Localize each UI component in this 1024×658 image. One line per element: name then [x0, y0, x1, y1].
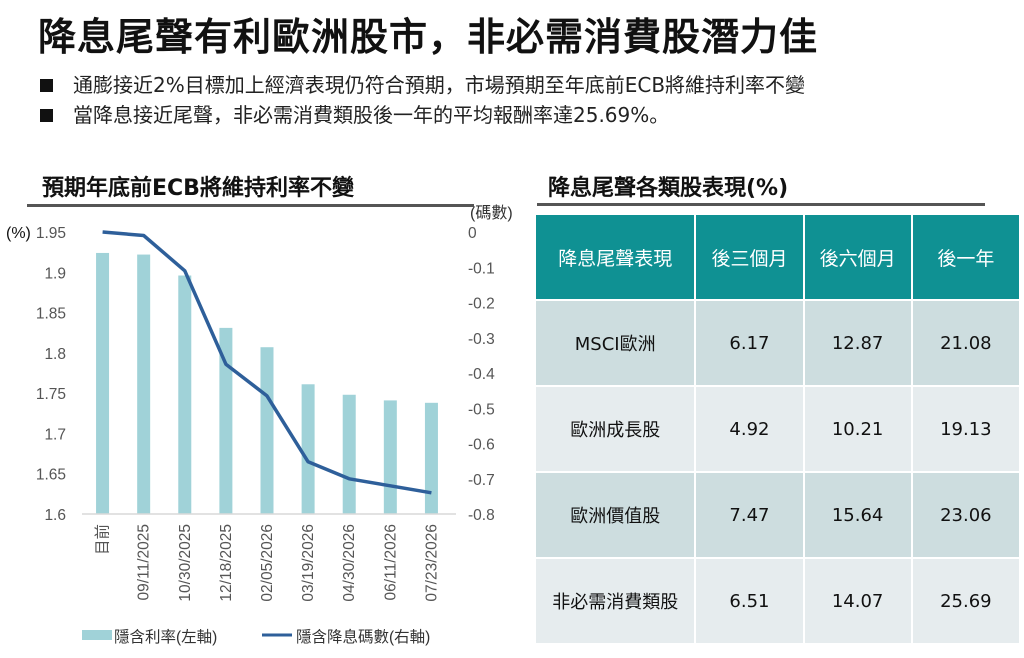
- table-title-rule: [537, 203, 985, 206]
- table-cell: 21.08: [910, 299, 1022, 387]
- right-axis-tick-label: -0.6: [468, 437, 495, 454]
- legend-line-label: 隱含降息碼數(右軸): [296, 628, 430, 646]
- left-axis-tick-label: 1.75: [36, 386, 66, 403]
- page-title: 降息尾聲有利歐洲股市，非必需消費股潛力佳: [38, 15, 819, 59]
- bar-implied-rate: [260, 347, 274, 514]
- table-cell: 12.87: [802, 299, 913, 387]
- table-header-cell: 後一年: [910, 213, 1022, 301]
- bar-implied-rate: [96, 252, 110, 514]
- bar-implied-rate: [301, 384, 315, 514]
- left-axis-tick-label: 1.9: [44, 265, 66, 282]
- bullet-text: 通膨接近2%目標加上經濟表現仍符合預期，市場預期至年底前ECB將維持利率不變: [73, 73, 806, 97]
- bar-implied-rate: [383, 400, 397, 514]
- right-axis-tick-label: -0.4: [468, 366, 495, 383]
- chart-title-rule: [27, 204, 474, 207]
- right-axis-tick-label: 0: [468, 225, 477, 242]
- left-axis-tick-label: 1.85: [36, 306, 66, 323]
- left-axis-tick-label: 1.7: [44, 426, 66, 443]
- table-cell: 15.64: [802, 471, 913, 559]
- right-axis-tick-label: -0.1: [468, 260, 495, 277]
- x-axis-tick-label: 02/05/2026: [259, 524, 276, 602]
- bar-implied-rate: [424, 402, 438, 514]
- legend-bar-swatch: [82, 630, 112, 640]
- table-row: MSCI歐洲 6.17 12.87 21.08: [533, 299, 1022, 387]
- square-bullet-icon: [40, 108, 53, 122]
- right-axis-label: (碼數): [470, 204, 513, 222]
- table-cell: 6.51: [694, 557, 805, 645]
- left-axis-tick-label: 1.95: [36, 225, 66, 242]
- table-cell: 6.17: [694, 299, 805, 387]
- table-section-title: 降息尾聲各類股表現(%): [548, 176, 789, 201]
- right-axis-tick-label: -0.8: [468, 507, 495, 524]
- left-axis-tick-label: 1.65: [36, 467, 66, 484]
- left-axis-tick-label: 1.8: [44, 346, 66, 363]
- combo-chart: 1.95 1.9 1.85 1.8 1.75 1.7 1.65 1.6 0 -0.1 -0.2 -0…: [6, 204, 513, 646]
- bar-implied-rate: [178, 275, 192, 514]
- chart-section-title: 預期年底前ECB將維持利率不變: [42, 176, 354, 201]
- x-axis-tick-label: 10/30/2025: [177, 524, 194, 602]
- table-cell: MSCI歐洲: [533, 299, 697, 387]
- table-cell: 4.92: [694, 385, 805, 473]
- legend-bar-label: 隱含利率(左軸): [114, 628, 217, 646]
- table-row: 歐洲價值股 7.47 15.64 23.06: [533, 471, 1022, 559]
- table-header-cell: 後三個月: [694, 213, 805, 301]
- x-axis-tick-label: 07/23/2026: [423, 524, 440, 602]
- table-cell: 23.06: [910, 471, 1022, 559]
- table-cell: 10.21: [802, 385, 913, 473]
- left-axis-tick-label: 1.6: [44, 507, 66, 524]
- table-row: 歐洲成長股 4.92 10.21 19.13: [533, 385, 1022, 473]
- table-cell: 25.69: [910, 557, 1022, 645]
- x-axis-tick-label: 09/11/2025: [136, 524, 153, 600]
- table-header-cell: 降息尾聲表現: [533, 213, 697, 301]
- bar-implied-rate: [137, 254, 151, 514]
- x-axis-tick-label: 06/11/2026: [382, 524, 399, 600]
- square-bullet-icon: [40, 78, 53, 92]
- table-cell: 非必需消費類股: [533, 557, 697, 645]
- left-axis-label: (%): [6, 225, 31, 242]
- bar-implied-rate: [342, 394, 356, 514]
- table-cell: 歐洲價值股: [533, 471, 697, 559]
- table-cell: 14.07: [802, 557, 913, 645]
- right-axis-tick-label: -0.3: [468, 331, 495, 348]
- bullet-list: 通膨接近2%目標加上經濟表現仍符合預期，市場預期至年底前ECB將維持利率不變 當…: [40, 70, 805, 130]
- x-axis-tick-label: 03/19/2026: [300, 524, 317, 602]
- table-header-row: 降息尾聲表現 後三個月 後六個月 後一年: [533, 213, 1022, 301]
- right-axis-tick-label: -0.7: [468, 472, 495, 489]
- bullet-item: 當降息接近尾聲，非必需消費類股後一年的平均報酬率達25.69%。: [40, 100, 805, 130]
- x-axis-tick-label: 12/18/2025: [218, 524, 235, 602]
- right-axis-tick-label: -0.2: [468, 296, 495, 313]
- x-axis-tick-label: 04/30/2026: [341, 524, 358, 602]
- x-axis-tick-label: 目前: [94, 524, 112, 555]
- table-header-cell: 後六個月: [802, 213, 913, 301]
- bar-implied-rate: [219, 327, 233, 514]
- bullet-text: 當降息接近尾聲，非必需消費類股後一年的平均報酬率達25.69%。: [73, 103, 670, 127]
- bullet-item: 通膨接近2%目標加上經濟表現仍符合預期，市場預期至年底前ECB將維持利率不變: [40, 70, 805, 100]
- table-cell: 歐洲成長股: [533, 385, 697, 473]
- table-cell: 19.13: [910, 385, 1022, 473]
- legend: 隱含利率(左軸) 隱含降息碼數(右軸): [82, 628, 430, 646]
- right-axis-tick-label: -0.5: [468, 401, 495, 418]
- performance-table: 降息尾聲表現 後三個月 後六個月 後一年 MSCI歐洲 6.17 12.87 2…: [533, 213, 1022, 645]
- table-row: 非必需消費類股 6.51 14.07 25.69: [533, 557, 1022, 645]
- table-cell: 7.47: [694, 471, 805, 559]
